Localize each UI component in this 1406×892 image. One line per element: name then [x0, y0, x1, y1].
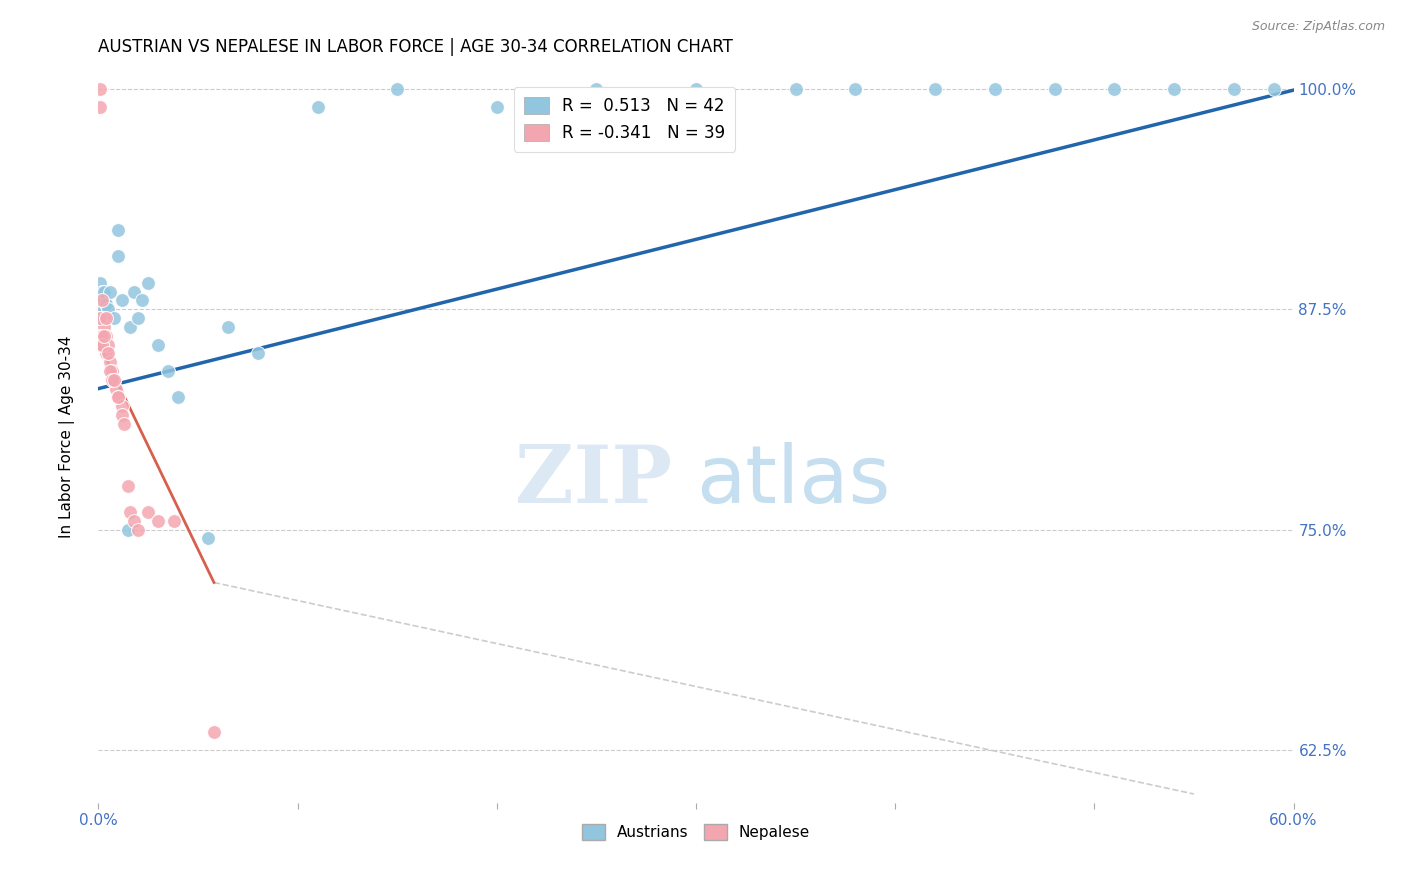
Point	[124, 514, 146, 528]
Point	[136, 276, 159, 290]
Point	[93, 311, 115, 326]
Point	[89, 311, 111, 326]
Point	[97, 346, 120, 360]
Point	[167, 391, 190, 405]
Point	[246, 346, 269, 360]
Point	[1043, 82, 1066, 96]
Point	[117, 478, 139, 492]
Point	[103, 373, 125, 387]
Point	[157, 364, 180, 378]
Text: atlas: atlas	[696, 442, 890, 520]
Point	[96, 297, 118, 311]
Point	[91, 293, 114, 308]
Point	[485, 100, 508, 114]
Point	[924, 82, 946, 96]
Point	[1163, 82, 1185, 96]
Point	[136, 505, 159, 519]
Text: AUSTRIAN VS NEPALESE IN LABOR FORCE | AGE 30-34 CORRELATION CHART: AUSTRIAN VS NEPALESE IN LABOR FORCE | AG…	[98, 38, 734, 56]
Point	[844, 82, 866, 96]
Point	[120, 320, 142, 334]
Point	[111, 399, 134, 413]
Point	[96, 346, 118, 360]
Point	[1223, 82, 1246, 96]
Point	[98, 364, 122, 378]
Point	[107, 223, 129, 237]
Point	[89, 276, 111, 290]
Point	[217, 320, 239, 334]
Point	[93, 285, 115, 299]
Point	[124, 285, 146, 299]
Point	[202, 725, 225, 739]
Point	[89, 311, 111, 326]
Point	[98, 285, 122, 299]
Point	[91, 337, 114, 351]
Point	[89, 337, 111, 351]
Point	[89, 302, 111, 317]
Point	[103, 311, 125, 326]
Point	[112, 417, 135, 431]
Point	[120, 505, 142, 519]
Point	[89, 100, 111, 114]
Point	[91, 302, 114, 317]
Point	[105, 382, 128, 396]
Point	[96, 328, 118, 343]
Point	[93, 302, 115, 317]
Point	[91, 328, 114, 343]
Point	[148, 514, 170, 528]
Text: Source: ZipAtlas.com: Source: ZipAtlas.com	[1251, 20, 1385, 33]
Legend: Austrians, Nepalese: Austrians, Nepalese	[575, 818, 817, 847]
Point	[91, 285, 114, 299]
Point	[111, 293, 134, 308]
Point	[89, 293, 111, 308]
Point	[685, 82, 707, 96]
Point	[91, 311, 114, 326]
Point	[127, 523, 149, 537]
Point	[111, 408, 134, 422]
Point	[1263, 82, 1285, 96]
Point	[98, 355, 122, 369]
Point	[1104, 82, 1126, 96]
Point	[984, 82, 1007, 96]
Point	[93, 293, 115, 308]
Point	[93, 320, 115, 334]
Point	[785, 82, 807, 96]
Point	[117, 523, 139, 537]
Text: ZIP: ZIP	[515, 442, 672, 520]
Point	[148, 337, 170, 351]
Point	[197, 532, 219, 546]
Point	[96, 311, 118, 326]
Point	[107, 249, 129, 263]
Point	[91, 328, 114, 343]
Point	[107, 391, 129, 405]
Point	[97, 302, 120, 317]
Point	[163, 514, 186, 528]
Y-axis label: In Labor Force | Age 30-34: In Labor Force | Age 30-34	[59, 335, 75, 539]
Point	[107, 391, 129, 405]
Point	[131, 293, 153, 308]
Point	[103, 373, 125, 387]
Point	[89, 328, 111, 343]
Point	[89, 311, 111, 326]
Point	[96, 311, 118, 326]
Point	[101, 364, 124, 378]
Point	[101, 373, 124, 387]
Point	[89, 82, 111, 96]
Point	[385, 82, 409, 96]
Point	[307, 100, 329, 114]
Point	[97, 337, 120, 351]
Point	[585, 82, 607, 96]
Point	[93, 328, 115, 343]
Point	[127, 311, 149, 326]
